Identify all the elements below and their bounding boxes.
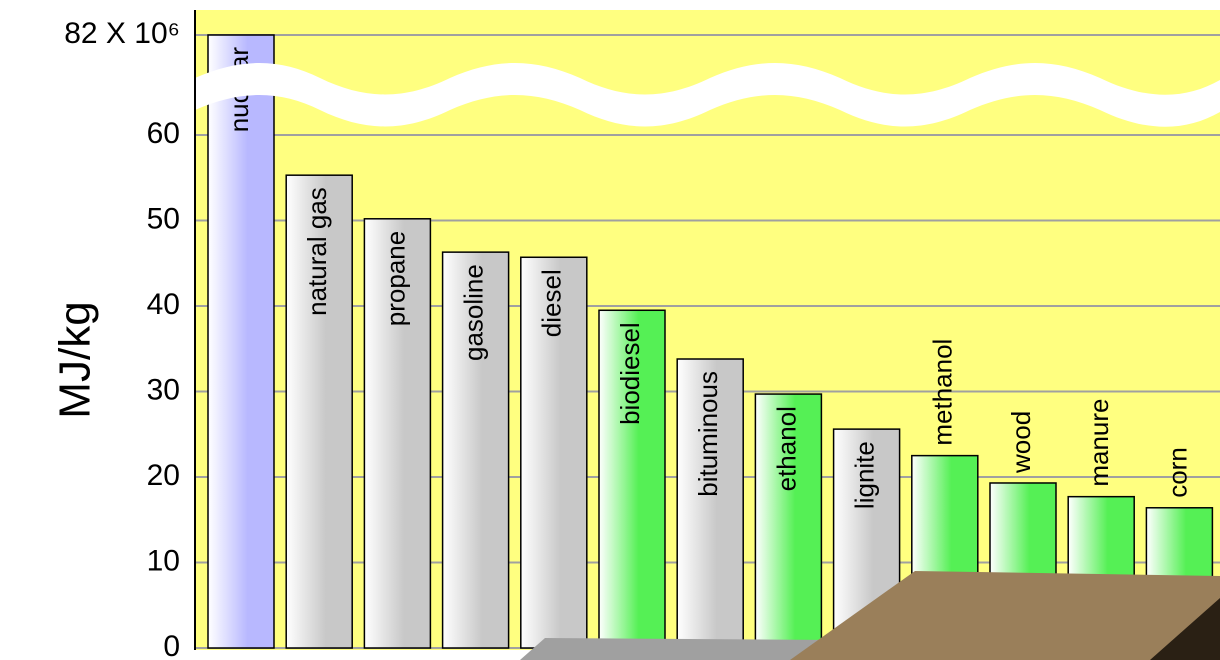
category-label: methanol — [928, 339, 958, 446]
decor-slab — [790, 571, 1220, 660]
category-label: biodiesel — [615, 322, 645, 425]
y-tick-label: 60 — [147, 117, 180, 150]
y-tick-label: 82 X 10⁶ — [64, 17, 180, 50]
category-label: gasoline — [458, 264, 488, 361]
y-axis-label: MJ/kg — [51, 301, 100, 418]
y-tick-label: 40 — [147, 288, 180, 321]
category-label: ethanol — [771, 406, 801, 491]
bar — [207, 34, 275, 649]
decor-slab — [1150, 598, 1220, 660]
bar — [598, 309, 666, 649]
bar — [363, 218, 432, 649]
y-tick-label: 10 — [147, 544, 180, 577]
decor-slab — [520, 638, 840, 660]
y-tick-label: 30 — [147, 373, 180, 406]
bar — [754, 393, 823, 649]
category-label: propane — [380, 231, 410, 326]
category-label: manure — [1084, 399, 1114, 487]
category-label: lignite — [849, 441, 879, 509]
bar — [441, 251, 510, 649]
category-label: bituminous — [693, 371, 723, 497]
y-tick-label: 20 — [147, 459, 180, 492]
category-label: natural gas — [302, 187, 332, 316]
bar — [676, 358, 744, 649]
category-label: wood — [1006, 411, 1036, 474]
category-label: diesel — [537, 269, 567, 337]
bar — [285, 174, 353, 649]
y-tick-label: 50 — [147, 202, 180, 235]
axis-break — [195, 63, 1220, 127]
bar — [520, 256, 588, 649]
category-label: corn — [1162, 447, 1192, 498]
y-tick-label: 0 — [163, 630, 180, 660]
